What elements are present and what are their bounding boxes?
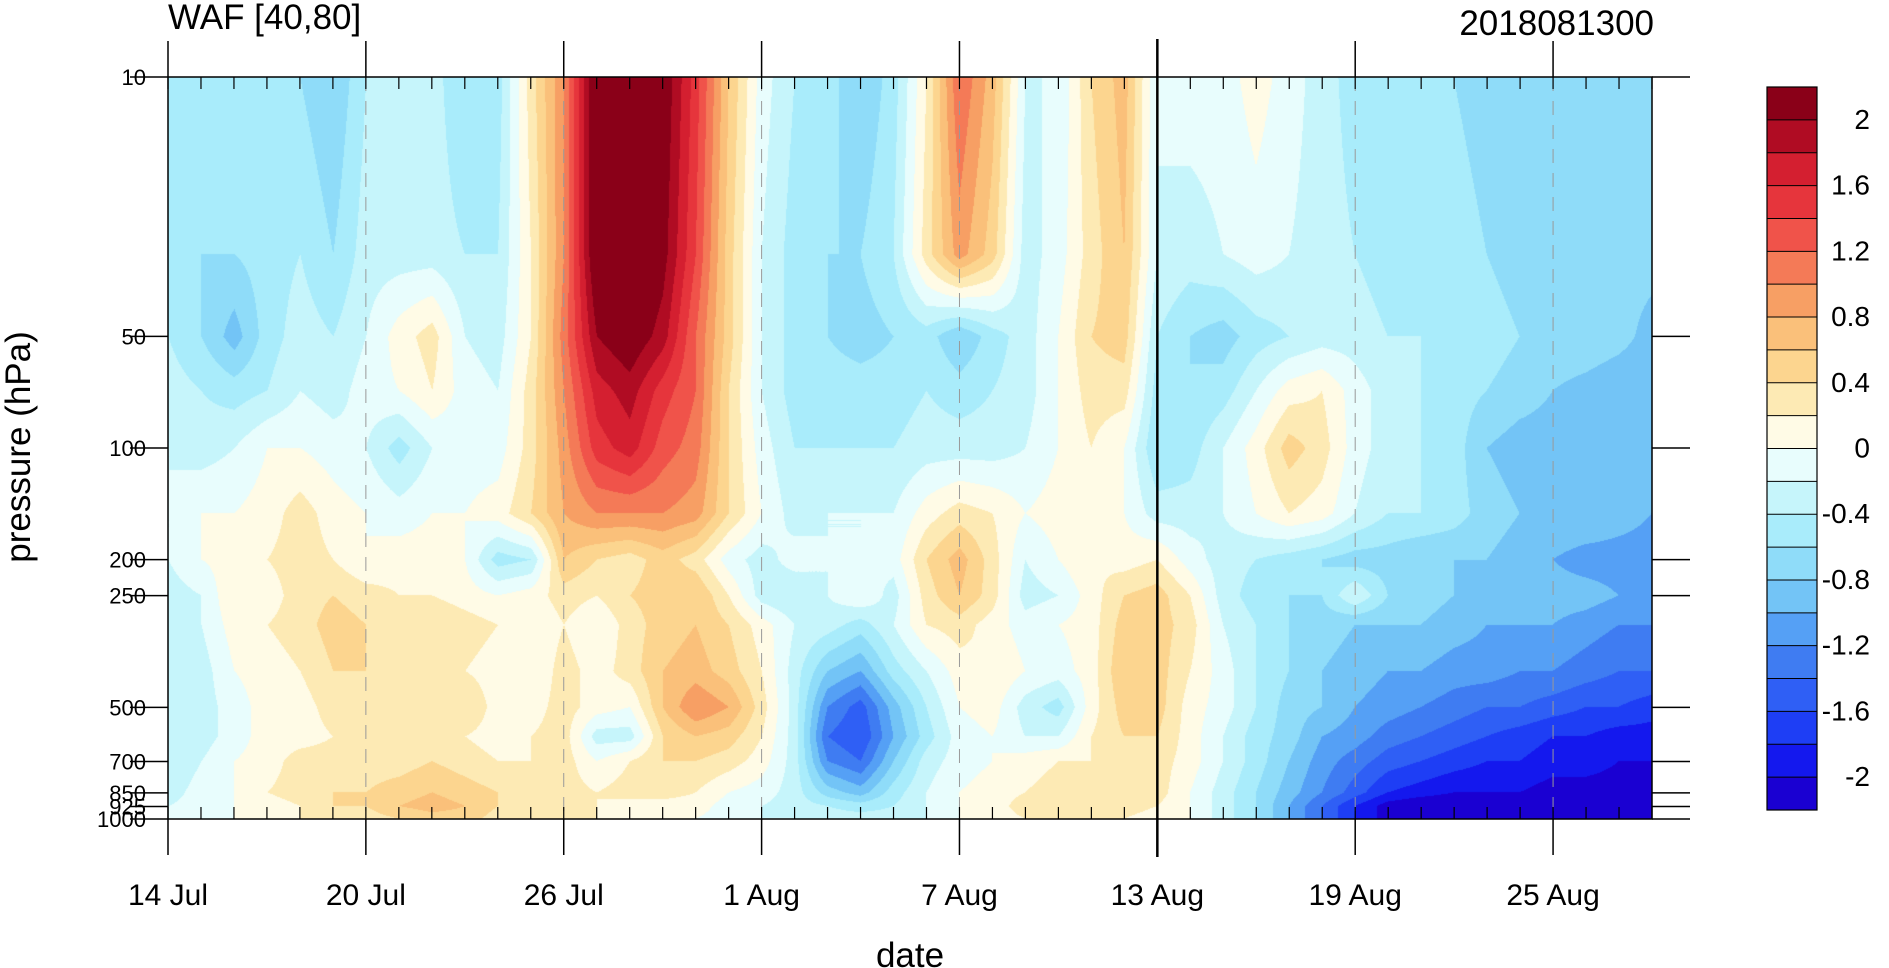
y-tick-label: 100: [109, 436, 146, 461]
colorbar-label: 2: [1854, 104, 1870, 135]
colorbar-box: [1767, 87, 1817, 121]
y-axis-label: pressure (hPa): [0, 331, 38, 562]
colorbar-box: [1767, 744, 1817, 778]
x-tick-label: 26 Jul: [524, 879, 604, 912]
chart-title-left: WAF [40,80]: [168, 0, 361, 37]
colorbar-box: [1767, 777, 1817, 811]
x-axis-ticks: 14 Jul 20 Jul 26 Jul 1 Aug 7 Aug 13 Aug 19 Aug…: [128, 41, 1653, 912]
colorbar-label: 0.8: [1831, 301, 1870, 332]
colorbar-frame: [1766, 86, 1818, 811]
colorbar-box: [1767, 317, 1817, 351]
colorbar-label: -2: [1845, 761, 1870, 792]
colorbar-box: [1767, 579, 1817, 614]
x-tick-label: 7 Aug: [921, 879, 998, 912]
y-tick-label: 10: [122, 65, 146, 90]
x-tick-label: 25 Aug: [1506, 879, 1599, 912]
colorbar-box: [1767, 645, 1817, 680]
colorbar-box: [1767, 349, 1817, 384]
x-axis-label: date: [876, 936, 944, 968]
colorbar-label: -0.4: [1822, 498, 1870, 529]
x-tick-label: 19 Aug: [1308, 879, 1401, 912]
colorbar-label: -1.2: [1822, 630, 1870, 661]
colorbar-box: [1767, 711, 1817, 745]
colorbar-box: [1767, 382, 1817, 417]
colorbar-label: 1.2: [1831, 235, 1870, 266]
colorbar-box: [1767, 119, 1817, 154]
colorbar-label: 0.4: [1831, 367, 1870, 398]
colorbar: 2 1.6 1.2 0.8 0.4 0 -0.4 -0.8 -1.2 -1.6 -2: [1766, 86, 1870, 811]
colorbar-box: [1767, 251, 1817, 285]
colorbar-box: [1767, 284, 1817, 318]
y-tick-label: 925: [109, 794, 146, 819]
y-tick-label: 850: [109, 781, 146, 806]
colorbar-box: [1767, 678, 1817, 712]
colorbar-label: -0.8: [1822, 564, 1870, 595]
colorbar-box: [1767, 218, 1817, 252]
colorbar-label: 0: [1854, 433, 1870, 464]
colorbar-label: 1.6: [1831, 170, 1870, 201]
x-tick-label: 13 Aug: [1111, 879, 1204, 912]
colorbar-box: [1767, 152, 1817, 187]
colorbar-box: [1767, 547, 1817, 581]
x-tick-label: 14 Jul: [128, 879, 208, 912]
x-tick-label: 1 Aug: [723, 879, 800, 912]
heatmap-area: [168, 77, 1652, 819]
colorbar-box: [1767, 481, 1817, 515]
colorbar-box: [1767, 415, 1817, 449]
heatmap-image: [168, 77, 1652, 819]
y-tick-label: 700: [109, 750, 146, 775]
y-tick-label: 200: [109, 548, 146, 573]
colorbar-box: [1767, 185, 1817, 219]
y-tick-label: 500: [109, 695, 146, 720]
chart-title-right: 2018081300: [1459, 4, 1654, 43]
x-tick-label: 20 Jul: [326, 879, 406, 912]
y-tick-label: 50: [122, 324, 146, 349]
colorbar-label: -1.6: [1822, 695, 1870, 726]
y-tick-label: 250: [109, 584, 146, 609]
y-tick-label: 1000: [97, 807, 146, 832]
colorbar-box: [1767, 612, 1817, 647]
colorbar-box: [1767, 514, 1817, 548]
colorbar-box: [1767, 448, 1817, 482]
